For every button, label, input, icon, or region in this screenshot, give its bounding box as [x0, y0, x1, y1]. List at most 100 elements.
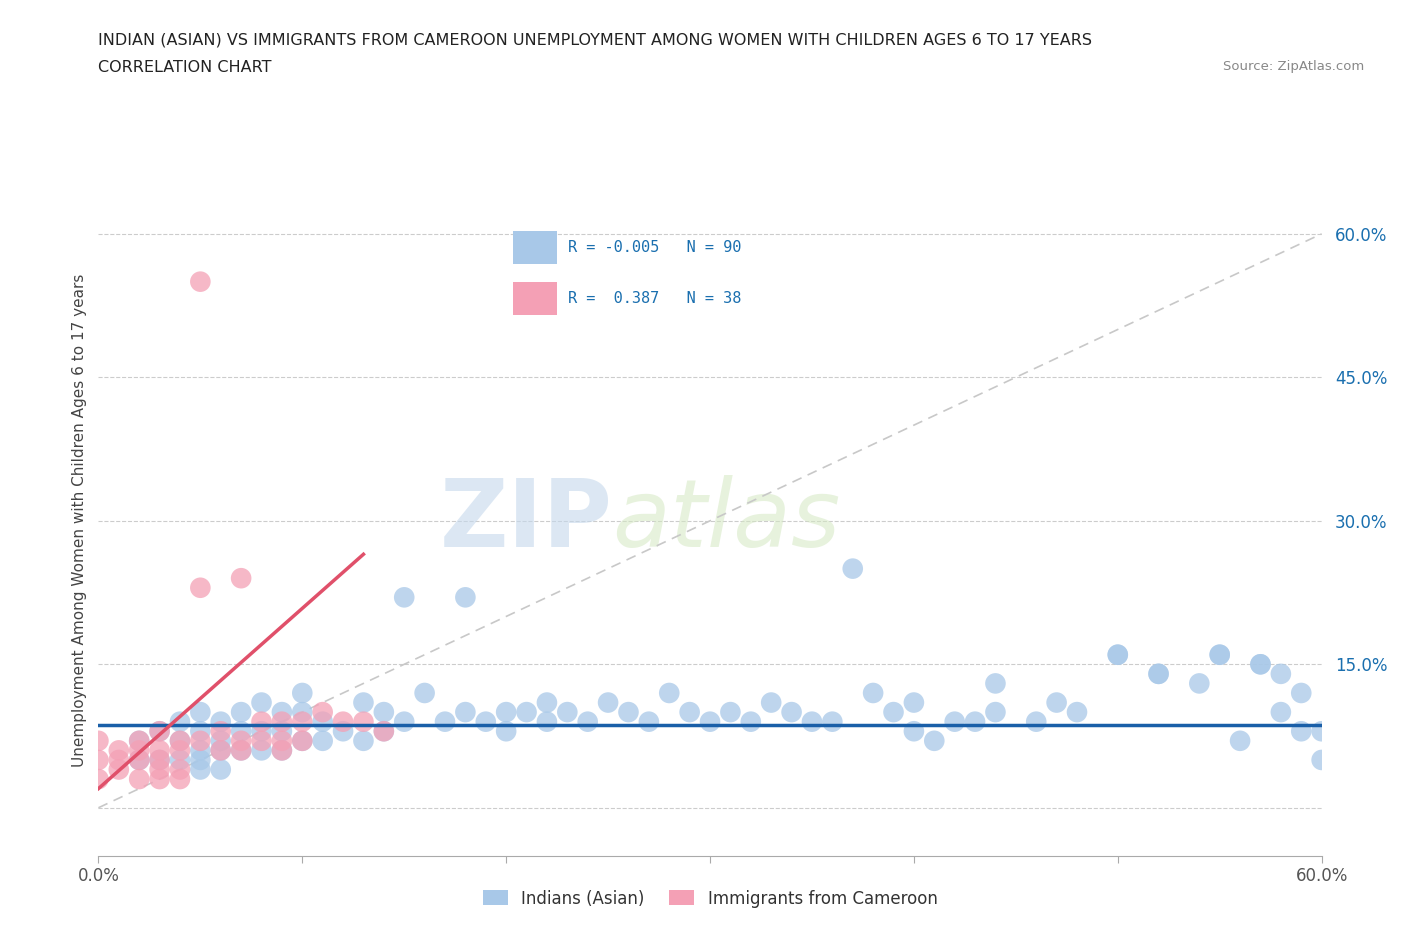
- Point: [209, 724, 232, 738]
- Point: [1025, 714, 1047, 729]
- Point: [413, 685, 436, 700]
- Point: [87, 734, 110, 749]
- Point: [373, 705, 395, 720]
- Point: [270, 724, 294, 738]
- Point: [392, 590, 416, 604]
- Point: [169, 734, 191, 749]
- Point: [188, 743, 212, 758]
- Y-axis label: Unemployment Among Women with Children Ages 6 to 17 years: Unemployment Among Women with Children A…: [72, 274, 87, 767]
- Point: [1249, 657, 1271, 671]
- Point: [658, 685, 681, 700]
- Point: [149, 752, 172, 767]
- Point: [149, 743, 172, 758]
- Point: [536, 695, 558, 710]
- Point: [169, 743, 191, 758]
- Point: [312, 714, 335, 729]
- Point: [128, 752, 150, 767]
- Point: [555, 705, 579, 720]
- Point: [373, 724, 395, 738]
- Point: [128, 772, 150, 787]
- Point: [1147, 667, 1170, 682]
- Point: [149, 752, 172, 767]
- Point: [87, 772, 110, 787]
- Text: INDIAN (ASIAN) VS IMMIGRANTS FROM CAMEROON UNEMPLOYMENT AMONG WOMEN WITH CHILDRE: INDIAN (ASIAN) VS IMMIGRANTS FROM CAMERO…: [98, 33, 1092, 47]
- Point: [128, 743, 150, 758]
- Point: [128, 752, 150, 767]
- Text: CORRELATION CHART: CORRELATION CHART: [98, 60, 271, 75]
- Point: [1310, 724, 1333, 738]
- Point: [250, 734, 273, 749]
- Text: Source: ZipAtlas.com: Source: ZipAtlas.com: [1223, 60, 1364, 73]
- Point: [801, 714, 824, 729]
- Point: [209, 743, 232, 758]
- Point: [883, 705, 905, 720]
- Point: [922, 734, 945, 749]
- Point: [841, 561, 863, 576]
- Point: [718, 705, 742, 720]
- Point: [250, 714, 273, 729]
- Point: [903, 724, 925, 738]
- Point: [332, 714, 354, 729]
- Text: ZIP: ZIP: [439, 475, 612, 566]
- Point: [740, 714, 762, 729]
- Point: [943, 714, 966, 729]
- Point: [516, 705, 538, 720]
- Point: [149, 762, 172, 777]
- Point: [270, 705, 294, 720]
- Point: [332, 724, 354, 738]
- Point: [169, 772, 191, 787]
- Point: [617, 705, 640, 720]
- Point: [352, 695, 374, 710]
- Point: [679, 705, 702, 720]
- Point: [1147, 667, 1170, 682]
- Point: [270, 743, 294, 758]
- Point: [1291, 685, 1313, 700]
- Point: [312, 705, 335, 720]
- Point: [373, 724, 395, 738]
- Point: [108, 752, 131, 767]
- Point: [576, 714, 599, 729]
- Point: [352, 734, 374, 749]
- Point: [209, 762, 232, 777]
- Point: [231, 724, 253, 738]
- Point: [188, 705, 212, 720]
- Point: [250, 724, 273, 738]
- Point: [392, 714, 416, 729]
- Point: [250, 695, 273, 710]
- Point: [1310, 752, 1333, 767]
- Point: [984, 705, 1007, 720]
- Point: [108, 743, 131, 758]
- Point: [149, 724, 172, 738]
- Point: [188, 724, 212, 738]
- Text: atlas: atlas: [612, 475, 841, 566]
- Point: [474, 714, 498, 729]
- Point: [270, 743, 294, 758]
- Point: [149, 772, 172, 787]
- Point: [108, 762, 131, 777]
- Point: [1107, 647, 1129, 662]
- Point: [128, 734, 150, 749]
- Point: [231, 705, 253, 720]
- Point: [231, 743, 253, 758]
- Point: [637, 714, 661, 729]
- Point: [188, 752, 212, 767]
- Point: [128, 734, 150, 749]
- Point: [291, 714, 314, 729]
- Point: [495, 724, 517, 738]
- Point: [1291, 724, 1313, 738]
- Point: [1045, 695, 1069, 710]
- Point: [231, 571, 253, 586]
- Point: [87, 752, 110, 767]
- Point: [1066, 705, 1088, 720]
- Point: [188, 274, 212, 289]
- Point: [188, 580, 212, 595]
- Point: [291, 734, 314, 749]
- Point: [352, 714, 374, 729]
- Point: [862, 685, 884, 700]
- Point: [598, 695, 620, 710]
- Point: [1107, 647, 1129, 662]
- Point: [188, 762, 212, 777]
- Point: [169, 752, 191, 767]
- Point: [903, 695, 925, 710]
- Point: [270, 714, 294, 729]
